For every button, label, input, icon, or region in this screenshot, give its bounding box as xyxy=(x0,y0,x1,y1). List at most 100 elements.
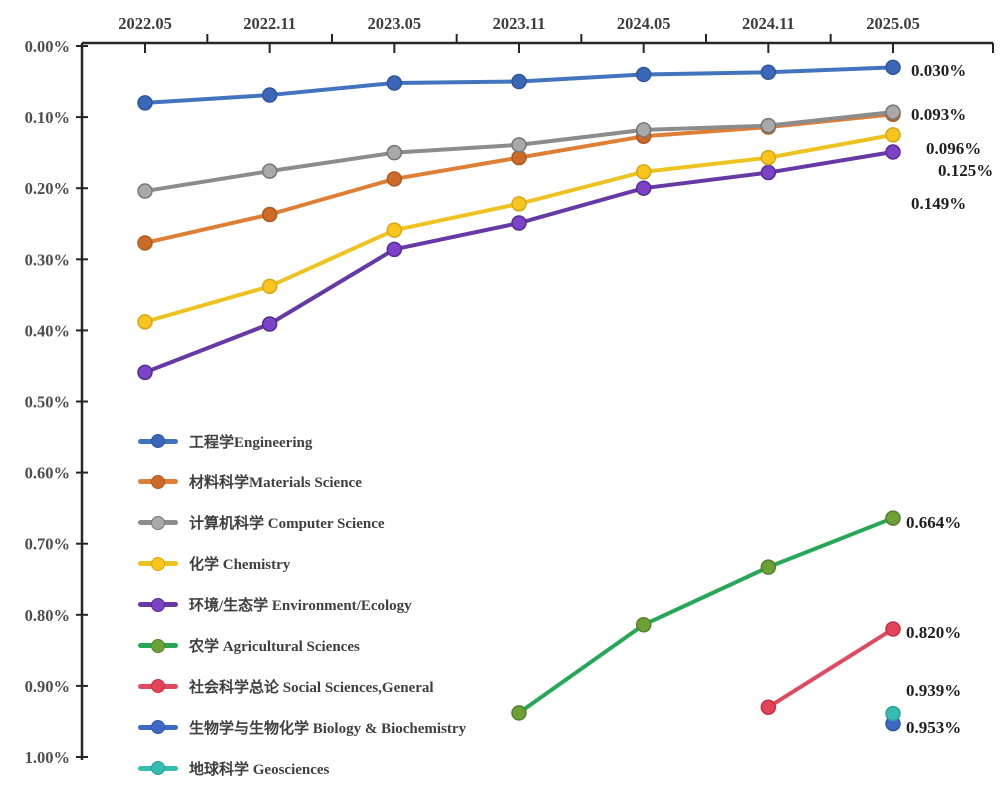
data-point-agricultural_sciences[interactable] xyxy=(635,617,652,633)
x-tick-label: 2024.05 xyxy=(617,14,671,33)
end-value-label-agricultural_sciences: 0.664% xyxy=(906,513,961,532)
legend-label: 社会科学总论 Social Sciences,General xyxy=(189,679,434,696)
data-point-computer_science[interactable] xyxy=(760,117,777,134)
legend-label: 工程学Engineering xyxy=(189,434,313,451)
series-line-environment_ecology xyxy=(143,149,896,375)
data-point-engineering[interactable] xyxy=(261,87,278,103)
legend-dot-icon xyxy=(151,638,165,653)
legend-label: 化学 Chemistry xyxy=(189,557,291,574)
data-point-chemistry[interactable] xyxy=(635,164,652,180)
end-value-label-engineering: 0.030% xyxy=(911,61,966,80)
legend-item-agricultural_sciences[interactable]: 农学 Agricultural Sciences xyxy=(138,635,360,657)
data-point-environment_ecology[interactable] xyxy=(386,241,403,258)
x-tick-label: 2024.11 xyxy=(742,14,795,33)
legend-item-computer_science[interactable]: 计算机科学 Computer Science xyxy=(138,512,385,534)
data-point-environment_ecology[interactable] xyxy=(261,316,278,332)
legend-label: 地球科学 Geosciences xyxy=(189,761,330,778)
data-point-engineering[interactable] xyxy=(511,73,527,90)
data-point-materials_science[interactable] xyxy=(386,171,403,187)
legend-label: 材料科学Materials Science xyxy=(189,475,362,492)
y-tick-label: 0.70% xyxy=(25,535,70,554)
legend-item-engineering[interactable]: 工程学Engineering xyxy=(138,430,312,452)
data-point-environment_ecology[interactable] xyxy=(511,215,527,231)
legend-marker-icon xyxy=(138,474,178,489)
y-tick-label: 0.30% xyxy=(25,250,70,269)
y-tick-label: 0.60% xyxy=(25,464,70,483)
legend-label: 生物学与生物化学 Biology & Biochemistry xyxy=(189,720,467,737)
data-point-agricultural_sciences[interactable] xyxy=(885,510,901,526)
x-tick-label: 2023.05 xyxy=(368,14,422,33)
legend-label: 农学 Agricultural Sciences xyxy=(189,639,360,655)
data-point-environment_ecology[interactable] xyxy=(137,364,153,381)
data-point-agricultural_sciences[interactable] xyxy=(511,705,527,721)
x-tick-label: 2025.05 xyxy=(866,14,920,33)
y-tick-label: 0.20% xyxy=(25,179,70,198)
legend-marker-icon xyxy=(138,720,178,735)
end-value-label-environment_ecology: 0.149% xyxy=(911,194,966,213)
data-point-engineering[interactable] xyxy=(885,59,901,76)
legend-dot-icon xyxy=(151,597,165,612)
end-value-label-chemistry: 0.125% xyxy=(938,161,993,180)
data-point-computer_science[interactable] xyxy=(261,163,278,179)
end-value-label-geosciences: 0.939% xyxy=(906,681,961,700)
legend-item-social_sciences_general[interactable]: 社会科学总论 Social Sciences,General xyxy=(138,675,434,697)
legend-item-materials_science[interactable]: 材料科学Materials Science xyxy=(138,471,362,493)
data-point-computer_science[interactable] xyxy=(885,104,901,120)
legend-item-geosciences[interactable]: 地球科学 Geosciences xyxy=(138,757,329,779)
legend-marker-icon xyxy=(138,556,178,571)
legend-dot-icon xyxy=(151,556,165,571)
legend-marker-icon xyxy=(138,679,178,694)
data-point-chemistry[interactable] xyxy=(386,222,403,238)
y-tick-label: 0.50% xyxy=(25,393,70,412)
legend-dot-icon xyxy=(151,474,165,489)
data-point-engineering[interactable] xyxy=(635,66,652,83)
legend-marker-icon xyxy=(138,761,178,776)
y-tick-label: 0.80% xyxy=(25,606,70,625)
end-value-label-social_sciences_general: 0.820% xyxy=(906,623,961,642)
data-point-engineering[interactable] xyxy=(137,95,153,111)
legend-label: 计算机科学 Computer Science xyxy=(189,516,385,533)
data-point-engineering[interactable] xyxy=(386,75,403,91)
legend-dot-icon xyxy=(151,679,165,694)
data-point-chemistry[interactable] xyxy=(885,127,901,143)
data-point-computer_science[interactable] xyxy=(386,144,403,161)
end-value-label-biology_biochemistry: 0.953% xyxy=(906,718,961,737)
legend-label: 环境/生态学 Environment/Ecology xyxy=(189,598,412,615)
data-point-environment_ecology[interactable] xyxy=(635,180,652,196)
end-value-label-materials_science: 0.096% xyxy=(926,139,981,158)
legend-marker-icon xyxy=(138,597,178,612)
legend-marker-icon xyxy=(138,638,178,653)
data-point-computer_science[interactable] xyxy=(635,122,652,138)
data-point-chemistry[interactable] xyxy=(261,278,278,295)
data-point-materials_science[interactable] xyxy=(261,206,278,223)
data-point-social_sciences_general[interactable] xyxy=(760,699,777,715)
data-point-engineering[interactable] xyxy=(760,64,777,81)
series-line-agricultural_sciences xyxy=(517,516,896,715)
x-tick-label: 2023.11 xyxy=(493,14,546,33)
legend-marker-icon xyxy=(138,515,178,530)
data-point-computer_science[interactable] xyxy=(511,137,527,153)
legend-item-biology_biochemistry[interactable]: 生物学与生物化学 Biology & Biochemistry xyxy=(138,716,466,738)
data-point-chemistry[interactable] xyxy=(137,314,153,330)
end-value-label-computer_science: 0.093% xyxy=(911,105,966,124)
legend-dot-icon xyxy=(151,434,165,448)
data-point-agricultural_sciences[interactable] xyxy=(760,559,777,575)
data-point-environment_ecology[interactable] xyxy=(760,164,777,181)
data-point-chemistry[interactable] xyxy=(760,149,777,166)
data-point-computer_science[interactable] xyxy=(137,183,153,199)
data-point-materials_science[interactable] xyxy=(511,149,527,166)
data-point-materials_science[interactable] xyxy=(137,235,153,251)
data-point-chemistry[interactable] xyxy=(511,196,527,212)
y-tick-label: 1.00% xyxy=(25,748,70,767)
data-point-environment_ecology[interactable] xyxy=(885,144,901,160)
legend-item-chemistry[interactable]: 化学 Chemistry xyxy=(138,553,290,575)
legend-dot-icon xyxy=(151,761,165,776)
legend-item-environment_ecology[interactable]: 环境/生态学 Environment/Ecology xyxy=(138,594,412,616)
series-line-social_sciences_general xyxy=(766,627,896,710)
y-tick-label: 0.00% xyxy=(25,37,70,56)
data-point-social_sciences_general[interactable] xyxy=(885,621,901,637)
data-point-geosciences[interactable] xyxy=(885,705,901,722)
y-tick-label: 0.90% xyxy=(25,677,70,696)
